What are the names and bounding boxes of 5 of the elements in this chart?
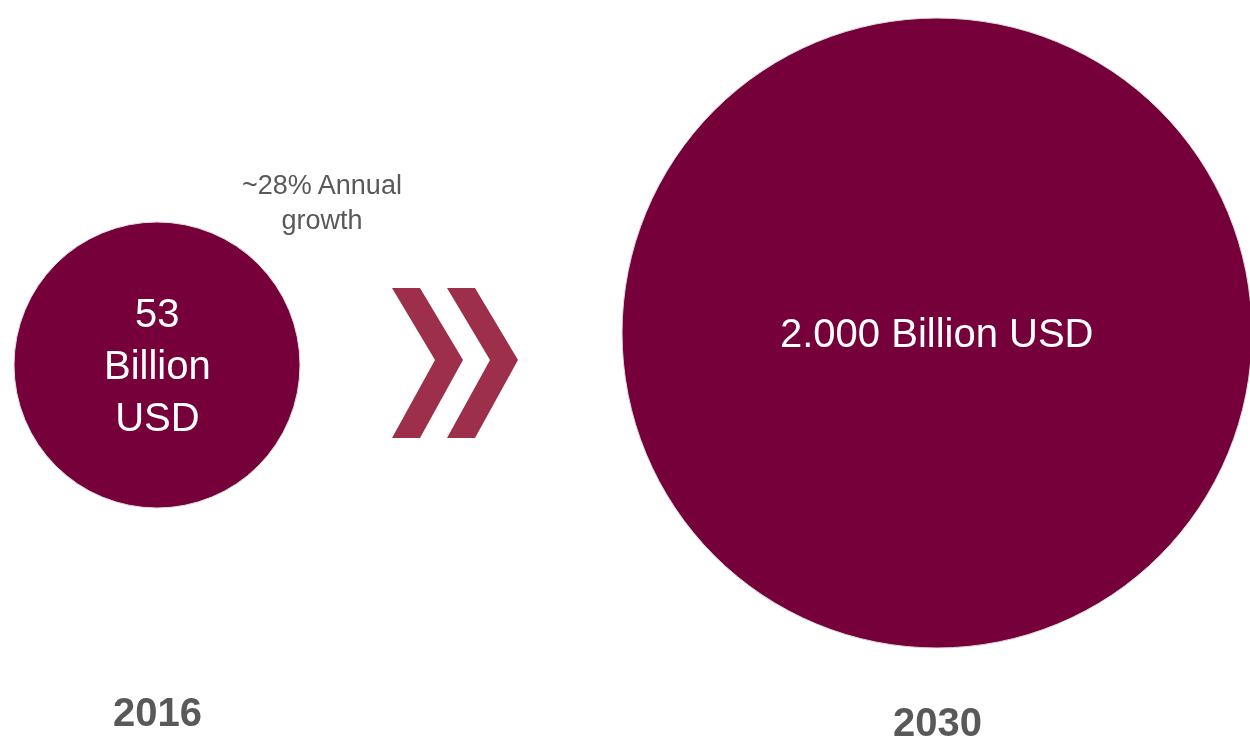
category-label: 2030 xyxy=(893,700,982,741)
data-label: 2.000 Billion USD xyxy=(780,311,1094,355)
data-label: 53 Billion USD xyxy=(104,291,211,439)
text: ~28% Annual growth xyxy=(242,170,402,236)
category-label: 2016 xyxy=(113,690,202,734)
